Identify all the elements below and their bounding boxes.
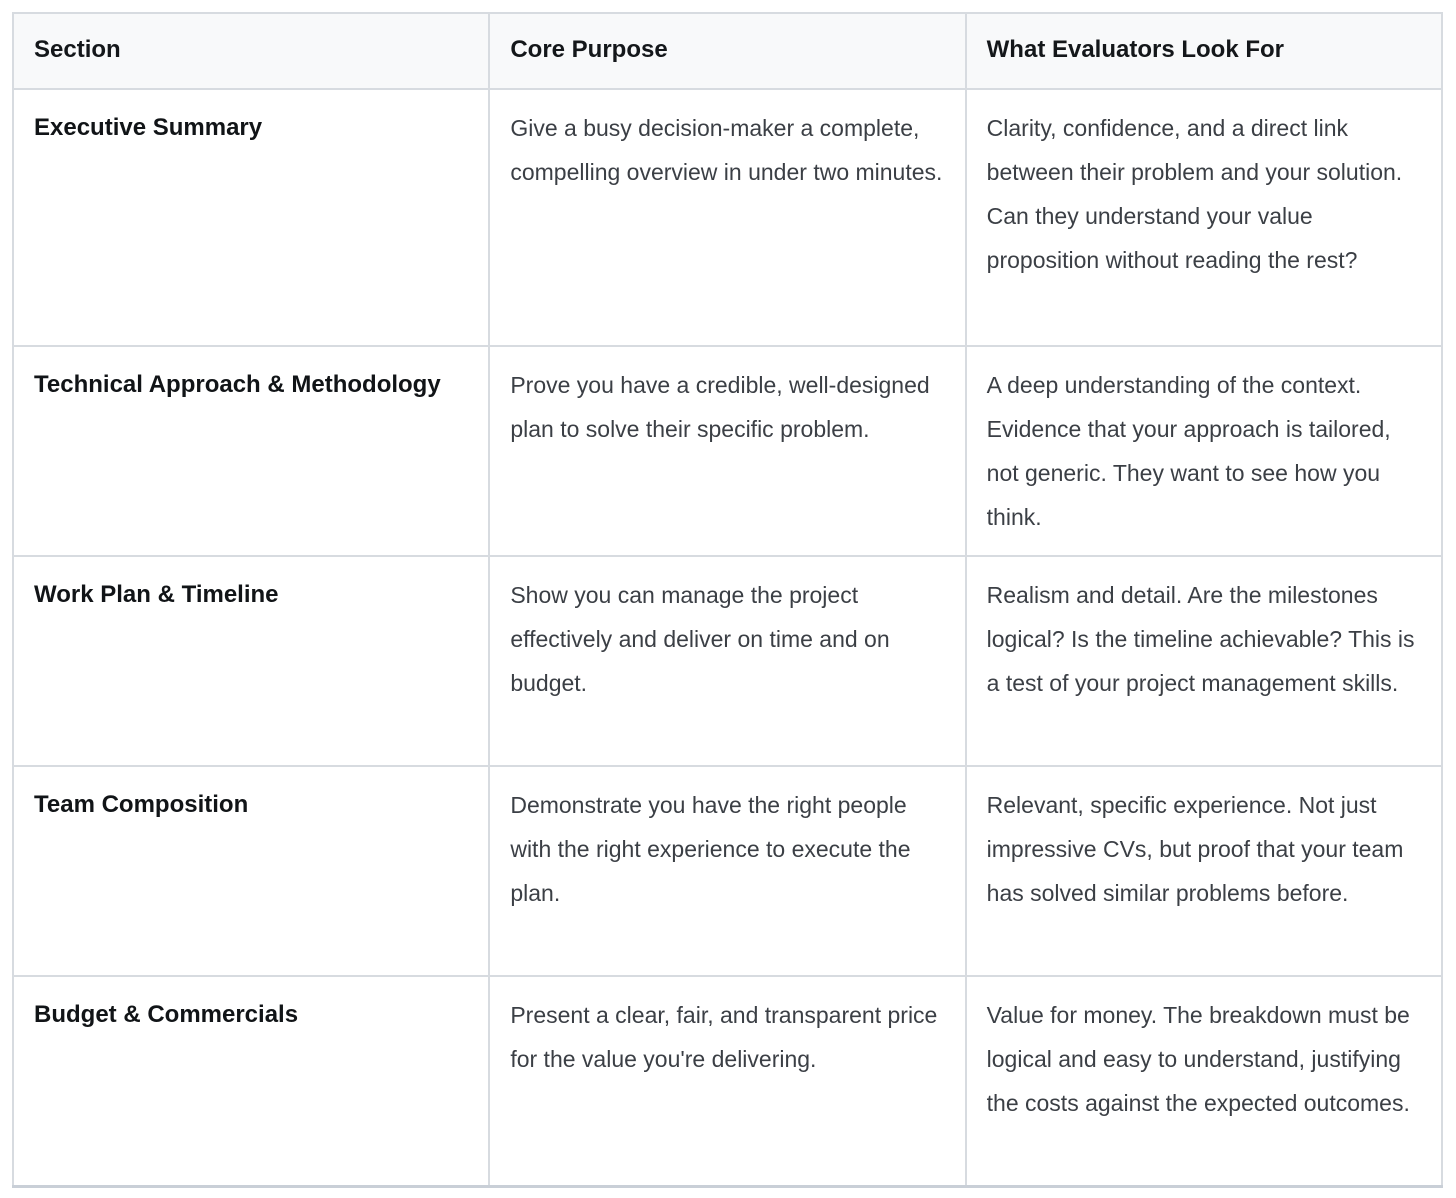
- purpose-cell: Prove you have a credible, well-designed…: [488, 345, 967, 557]
- evaluators-cell: Realism and detail. Are the milestones l…: [964, 555, 1444, 767]
- purpose-cell: Show you can manage the project effectiv…: [488, 555, 967, 767]
- section-cell: Work Plan & Timeline: [11, 555, 491, 767]
- evaluators-cell: Value for money. The breakdown must be l…: [964, 975, 1444, 1187]
- evaluators-cell: Clarity, confidence, and a direct link b…: [964, 88, 1444, 347]
- section-cell: Executive Summary: [11, 88, 491, 347]
- section-cell: Team Composition: [11, 765, 491, 977]
- evaluators-cell: A deep understanding of the context. Evi…: [964, 345, 1444, 557]
- table-row-technical-approach: Technical Approach & Methodology Prove y…: [11, 345, 1444, 557]
- purpose-cell: Present a clear, fair, and transparent p…: [488, 975, 967, 1187]
- purpose-cell: Give a busy decision-maker a complete, c…: [488, 88, 967, 347]
- table-header-row: Section Core Purpose What Evaluators Loo…: [11, 12, 1444, 90]
- column-header-section: Section: [11, 12, 491, 90]
- table-row-budget-commercials: Budget & Commercials Present a clear, fa…: [11, 975, 1444, 1187]
- column-header-what-evaluators-look-for: What Evaluators Look For: [964, 12, 1444, 90]
- table-row-executive-summary: Executive Summary Give a busy decision-m…: [11, 88, 1444, 347]
- proposal-sections-table: Section Core Purpose What Evaluators Loo…: [11, 12, 1444, 1188]
- column-header-core-purpose: Core Purpose: [488, 12, 967, 90]
- table-row-work-plan: Work Plan & Timeline Show you can manage…: [11, 555, 1444, 767]
- section-cell: Budget & Commercials: [11, 975, 491, 1187]
- table-row-team-composition: Team Composition Demonstrate you have th…: [11, 765, 1444, 977]
- evaluators-cell: Relevant, specific experience. Not just …: [964, 765, 1444, 977]
- purpose-cell: Demonstrate you have the right people wi…: [488, 765, 967, 977]
- section-cell: Technical Approach & Methodology: [11, 345, 491, 557]
